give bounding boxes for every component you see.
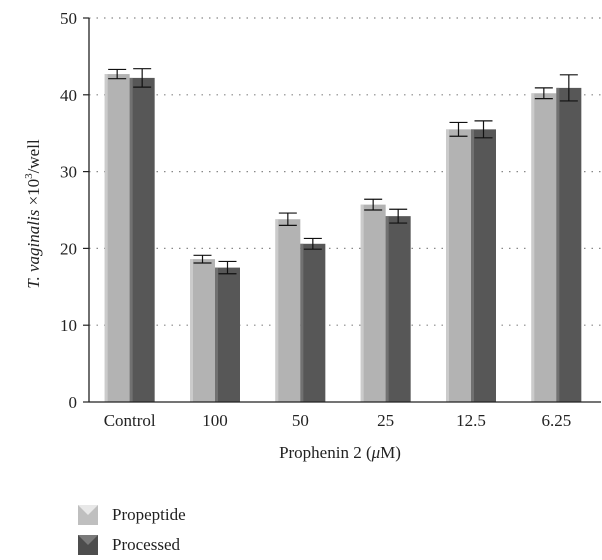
legend-swatch-propeptide xyxy=(78,505,98,525)
bar-chart: 0 10 20 30 40 50 Control 100 50 25 12.5 6.25 Proph… xyxy=(23,9,601,462)
x-tick-label: 25 xyxy=(377,411,394,430)
y-tick-label: 50 xyxy=(60,9,77,28)
x-tick-label: 100 xyxy=(202,411,228,430)
bar-highlight-processed xyxy=(300,243,304,402)
bar-processed xyxy=(471,129,496,403)
grid-lines xyxy=(89,17,601,326)
y-tick-label: 30 xyxy=(60,163,77,182)
bar-highlight-propeptide xyxy=(446,129,449,403)
legend-item-processed: Processed xyxy=(78,530,186,560)
legend-item-propeptide: Propeptide xyxy=(78,500,186,530)
legend-swatch-bevel xyxy=(78,535,98,545)
bar-processed xyxy=(300,243,326,402)
x-tick-label: 12.5 xyxy=(456,411,486,430)
legend: Propeptide Processed xyxy=(78,500,186,560)
x-axis-title: Prophenin 2 (μM) xyxy=(279,443,401,462)
bar-propeptide xyxy=(446,129,471,403)
legend-swatch-graphic xyxy=(78,505,98,525)
y-tick-label: 0 xyxy=(69,393,78,412)
x-tick-labels: Control 100 50 25 12.5 6.25 xyxy=(104,411,572,430)
bar-processed xyxy=(215,267,240,402)
bar-highlight-processed xyxy=(385,216,389,402)
bar-highlight-processed xyxy=(556,87,560,402)
bar-propeptide xyxy=(360,204,386,402)
bar-highlight-propeptide xyxy=(190,259,193,402)
y-axis-title: T. vaginalis ×103/well xyxy=(23,139,43,289)
x-tick-label: 50 xyxy=(292,411,309,430)
y-tick-label: 40 xyxy=(60,86,77,105)
bar-highlight-processed xyxy=(129,77,133,403)
legend-label-propeptide: Propeptide xyxy=(112,505,186,524)
bar-propeptide xyxy=(275,219,301,402)
bar-highlight-propeptide xyxy=(275,219,279,402)
bar-propeptide xyxy=(531,93,557,402)
x-tick-label: Control xyxy=(104,411,156,430)
bar-propeptide xyxy=(104,74,130,403)
y-tick-label: 10 xyxy=(60,316,77,335)
y-tick-labels: 0 10 20 30 40 50 xyxy=(60,9,89,412)
legend-swatch-processed xyxy=(78,535,98,555)
bar-processed xyxy=(556,87,582,402)
bar-highlight-propeptide xyxy=(531,93,535,402)
bars-group xyxy=(104,74,582,403)
legend-swatch-graphic xyxy=(78,535,98,555)
bar-highlight-propeptide xyxy=(104,74,108,403)
bar-highlight-propeptide xyxy=(360,204,364,402)
bar-highlight-processed xyxy=(471,129,474,403)
y-tick-label: 20 xyxy=(60,239,77,258)
legend-swatch-bevel xyxy=(78,505,98,515)
x-tick-label: 6.25 xyxy=(541,411,571,430)
bar-processed xyxy=(385,216,411,402)
bar-processed xyxy=(129,77,155,403)
bar-highlight-processed xyxy=(215,267,218,402)
legend-label-processed: Processed xyxy=(112,535,180,554)
error-bars-group xyxy=(108,68,578,275)
bar-propeptide xyxy=(190,259,215,402)
